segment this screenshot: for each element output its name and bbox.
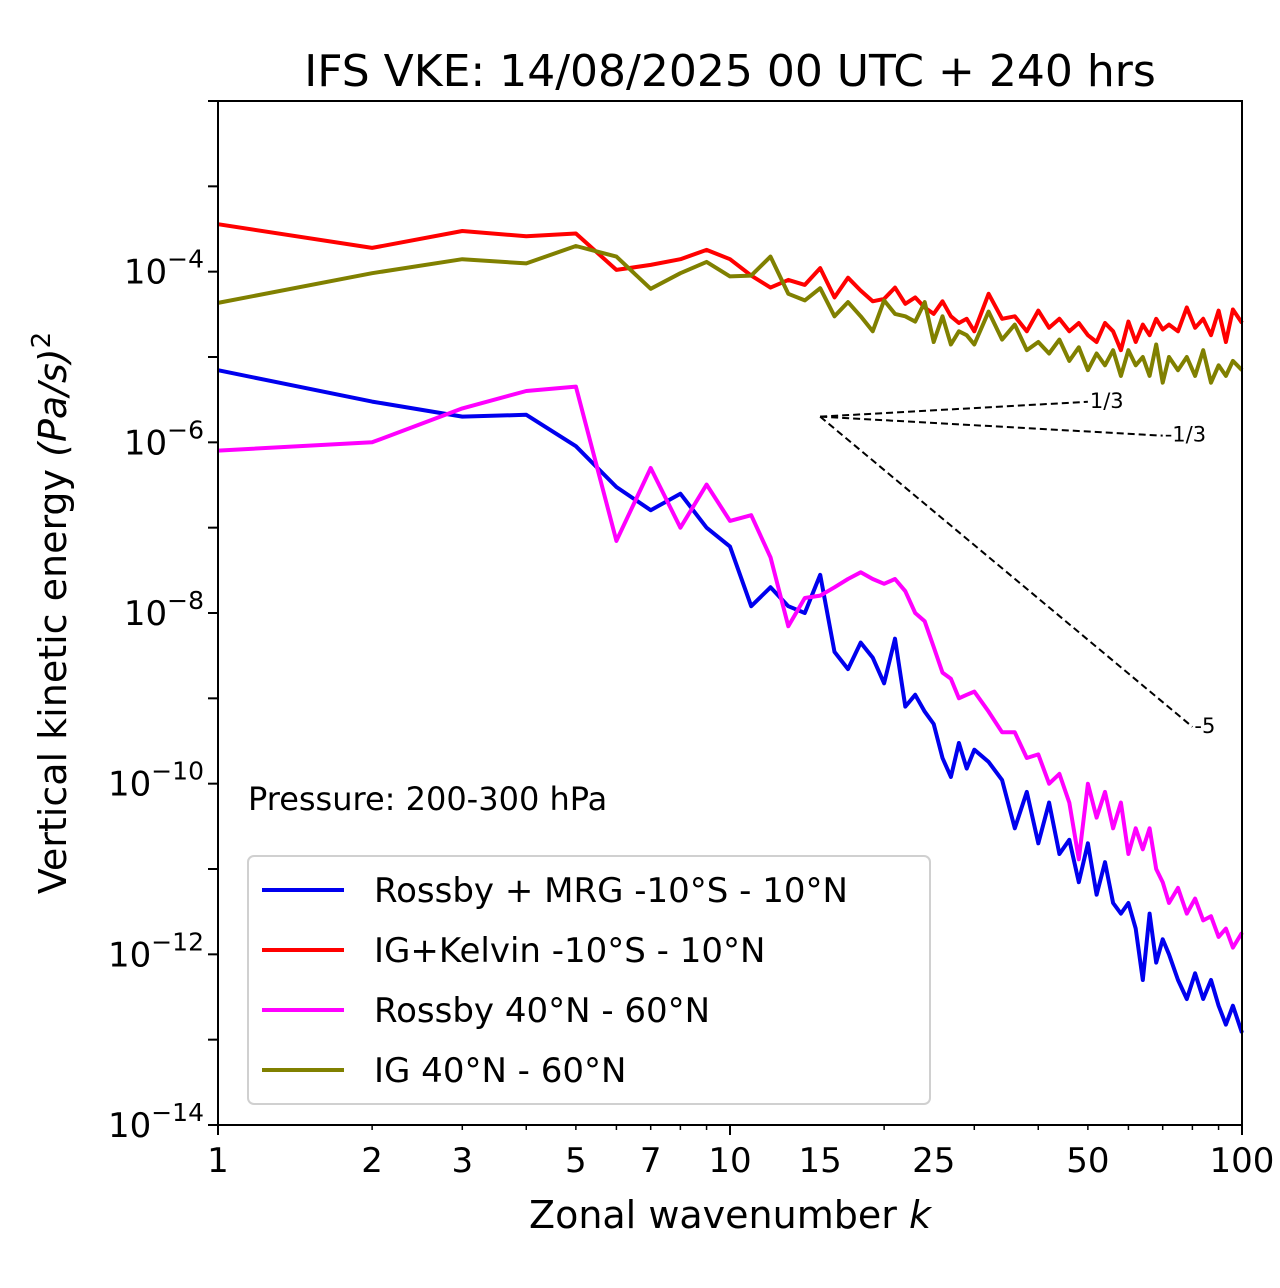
pressure-annotation: Pressure: 200-300 hPa [248,780,607,818]
y-tick-label: 10−8 [124,586,204,634]
legend-box [247,855,931,1105]
slope-label-2: -1/3 [1165,423,1206,447]
y-axis-label: Vertical kinetic energy (Pa/s)2 [27,332,75,894]
legend: Rossby + MRG -10°S - 10°N IG+Kelvin -10°S… [247,855,931,1105]
y-tick-label: 10−6 [124,415,204,463]
series-line-4 [217,244,1244,385]
x-tick-label: 2 [361,1141,383,1181]
x-tick-label: 1 [207,1141,229,1181]
x-tick-label: 3 [451,1141,473,1181]
slope-line-2 [820,415,1163,437]
slope-label-1: 1/3 [1090,389,1124,413]
series-line-1 [217,368,1244,1034]
x-tick-label: 15 [799,1141,842,1181]
x-tick-label: 25 [912,1141,955,1181]
x-tick-label: 50 [1066,1141,1109,1181]
series-line-2 [217,222,1244,353]
slope-line-1 [820,400,1088,418]
x-axis-ticks: 1 2 3 5 7 10 15 25 50 100 [207,1125,1274,1181]
x-tick-label: 7 [640,1141,662,1181]
x-tick-label: 10 [708,1141,751,1181]
legend-label-3: Rossby 40°N - 60°N [374,991,710,1031]
x-tick-label: 5 [565,1141,587,1181]
legend-label-4: IG 40°N - 60°N [374,1051,626,1091]
slope-label-3: -5 [1194,714,1215,738]
y-tick-label: 10−14 [108,1098,204,1146]
legend-label-2: IG+Kelvin -10°S - 10°N [374,931,765,971]
y-tick-label: 10−12 [108,927,204,975]
slope-lines: 1/3 -1/3 -5 [819,389,1215,738]
series-line-3 [217,384,1244,950]
y-tick-label: 10−4 [124,245,204,293]
y-tick-label: 10−10 [108,757,204,805]
x-axis-label: Zonal wavenumber k [529,1193,933,1237]
x-tick-label: 100 [1210,1141,1275,1181]
y-axis-ticks: 10−14 10−12 10−10 10−8 10−6 10−4 [108,100,218,1146]
legend-entries: Rossby + MRG -10°S - 10°N IG+Kelvin -10°S… [262,871,848,1091]
plot-series [217,222,1244,1034]
slope-line-3 [819,415,1194,728]
chart-title: IFS VKE: 14/08/2025 00 UTC + 240 hrs [304,46,1156,97]
legend-label-1: Rossby + MRG -10°S - 10°N [374,871,848,911]
